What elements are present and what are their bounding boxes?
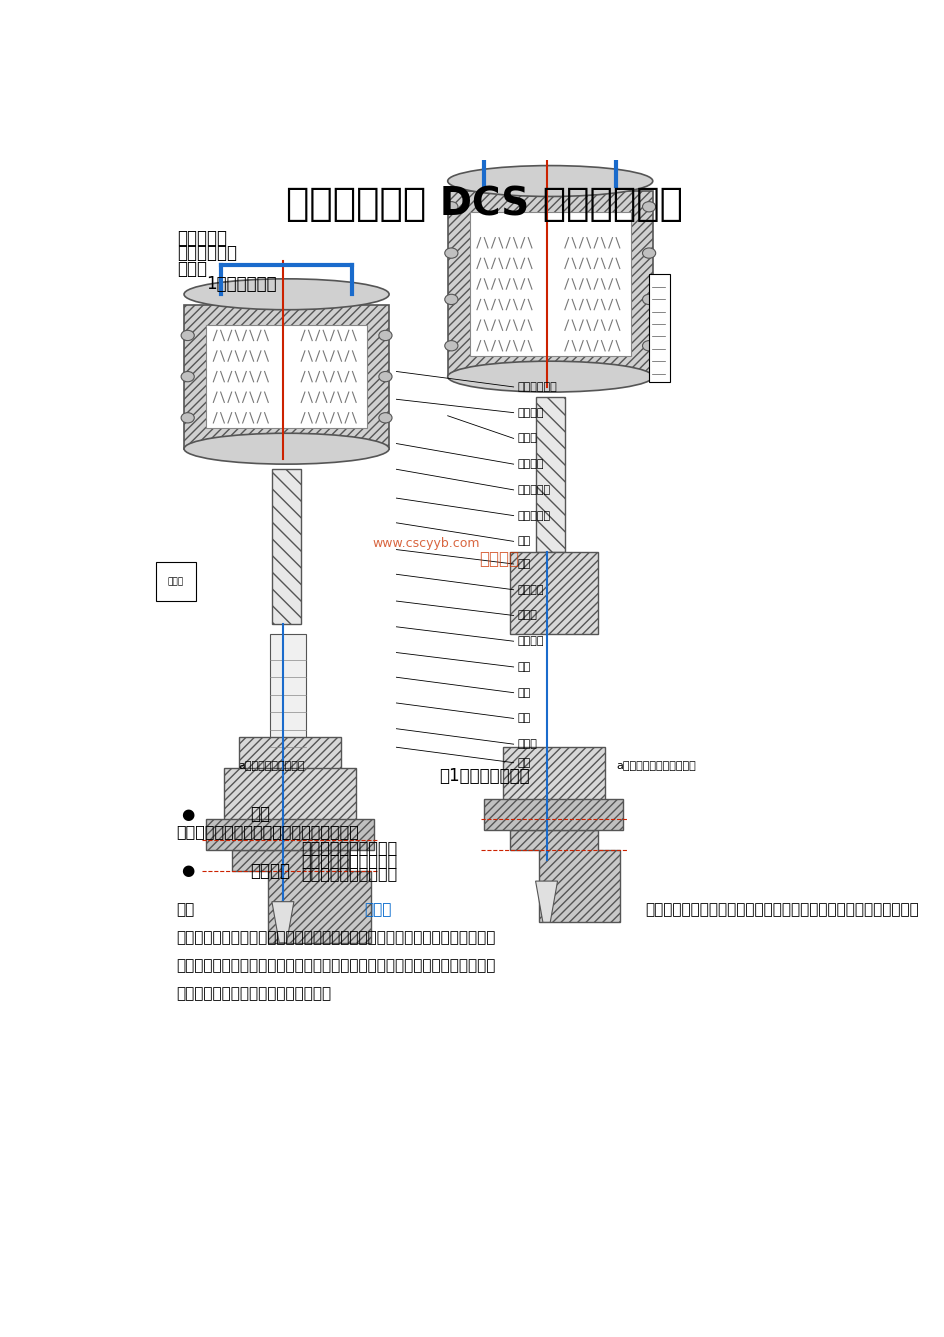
Bar (510, 552, 598, 634)
Ellipse shape (642, 341, 655, 350)
Text: 阀门：: 阀门： (177, 259, 207, 278)
Polygon shape (510, 829, 619, 923)
Text: 气动执行机构: 气动执行机构 (516, 382, 556, 392)
Text: 螺丝螺母: 螺丝螺母 (516, 584, 543, 595)
Text: 图1、调节阀结构图: 图1、调节阀结构图 (439, 767, 529, 785)
Bar (502, 747, 604, 809)
Text: 的控制信号来完成调节管道介质的：流量、压力、温度等各种工艺参数。气动调: 的控制信号来完成调节管道介质的：流量、压力、温度等各种工艺参数。气动调 (177, 959, 496, 973)
Text: 阀座: 阀座 (516, 714, 530, 723)
Text: 气关式：无气源时打开: 气关式：无气源时打开 (301, 853, 397, 868)
Ellipse shape (379, 372, 392, 382)
Polygon shape (447, 191, 652, 377)
Ellipse shape (181, 413, 194, 422)
Text: 上盖: 上盖 (516, 662, 530, 673)
Bar (469, 211, 631, 356)
Text: 阀芯: 阀芯 (516, 687, 530, 698)
Text: 分类: 分类 (249, 805, 270, 824)
Ellipse shape (181, 330, 194, 341)
Text: 执行器支架: 执行器支架 (516, 485, 549, 495)
Polygon shape (272, 901, 294, 943)
Text: 常仪仪表: 常仪仪表 (479, 550, 518, 568)
Text: ●: ● (181, 806, 194, 822)
Text: 填料: 填料 (516, 559, 530, 570)
Ellipse shape (445, 294, 458, 305)
Text: 六角螺母: 六角螺母 (516, 408, 543, 417)
Ellipse shape (445, 202, 458, 211)
Text: 自动化仪表及 DCS 基础培训内容: 自动化仪表及 DCS 基础培训内容 (285, 185, 683, 223)
Text: 波纹管: 波纹管 (516, 611, 536, 620)
Text: 压盖: 压盖 (516, 536, 530, 547)
Text: 衬里层: 衬里层 (516, 739, 536, 749)
Ellipse shape (447, 166, 652, 197)
Ellipse shape (181, 372, 194, 382)
Text: 工作原理: 工作原理 (249, 862, 290, 880)
Text: 培训内容：: 培训内容： (177, 229, 227, 246)
Text: 四氟套管: 四氟套管 (516, 636, 543, 646)
Text: 器及其他附件来驱动阀门，实现开关量或比例式调节，接收工业自动化控制系统: 器及其他附件来驱动阀门，实现开关量或比例式调节，接收工业自动化控制系统 (177, 931, 496, 945)
Bar (239, 737, 341, 778)
Bar (206, 820, 374, 850)
Text: 气动: 气动 (177, 902, 194, 917)
Ellipse shape (445, 247, 458, 258)
Text: 调节阀: 调节阀 (168, 578, 184, 586)
Ellipse shape (379, 413, 392, 422)
Text: 就是以压缩空气为动力源，以气缸为执行器，并借助于气动阀门定位: 就是以压缩空气为动力源，以气缸为执行器，并借助于气动阀门定位 (645, 902, 919, 917)
Ellipse shape (642, 247, 655, 258)
Bar (483, 798, 623, 829)
Bar (535, 397, 565, 552)
Text: 气开式：无气源时关闭: 气开式：无气源时关闭 (301, 840, 397, 854)
Bar (156, 562, 196, 602)
Ellipse shape (642, 294, 655, 305)
Text: www.cscyyb.com: www.cscyyb.com (372, 537, 479, 550)
Polygon shape (535, 881, 557, 923)
Text: 一、现场仪表: 一、现场仪表 (177, 245, 236, 262)
Bar (224, 767, 356, 829)
Bar (272, 469, 301, 624)
Bar (269, 634, 306, 758)
Text: 指针盘: 指针盘 (516, 433, 536, 444)
Text: 节阀的特点就是控制简单，反应快速。: 节阀的特点就是控制简单，反应快速。 (177, 985, 331, 1001)
Text: ●: ● (181, 864, 194, 878)
Text: 波纹管上盖: 波纹管上盖 (516, 511, 549, 520)
Ellipse shape (184, 279, 389, 310)
Text: 调节阀: 调节阀 (363, 902, 391, 917)
Ellipse shape (184, 433, 389, 464)
Ellipse shape (379, 330, 392, 341)
Bar (206, 325, 366, 428)
Polygon shape (184, 305, 389, 449)
Ellipse shape (642, 202, 655, 211)
Text: 按开关方式分为：气开式、气关式、双作用: 按开关方式分为：气开式、气关式、双作用 (177, 824, 360, 840)
Text: 行程标尺: 行程标尺 (516, 459, 543, 469)
Text: a、普通型气动调节阀: a、普通型气动调节阀 (239, 761, 305, 770)
Ellipse shape (445, 341, 458, 350)
Ellipse shape (447, 361, 652, 392)
Text: 双作用：无气源时保持: 双作用：无气源时保持 (301, 866, 397, 881)
Text: 1、气动调节阀: 1、气动调节阀 (206, 275, 277, 293)
Text: 阀件: 阀件 (516, 758, 530, 767)
Text: a、波纹管密封气动调节阀: a、波纹管密封气动调节阀 (615, 761, 696, 770)
Polygon shape (231, 850, 370, 943)
Bar (649, 274, 669, 382)
